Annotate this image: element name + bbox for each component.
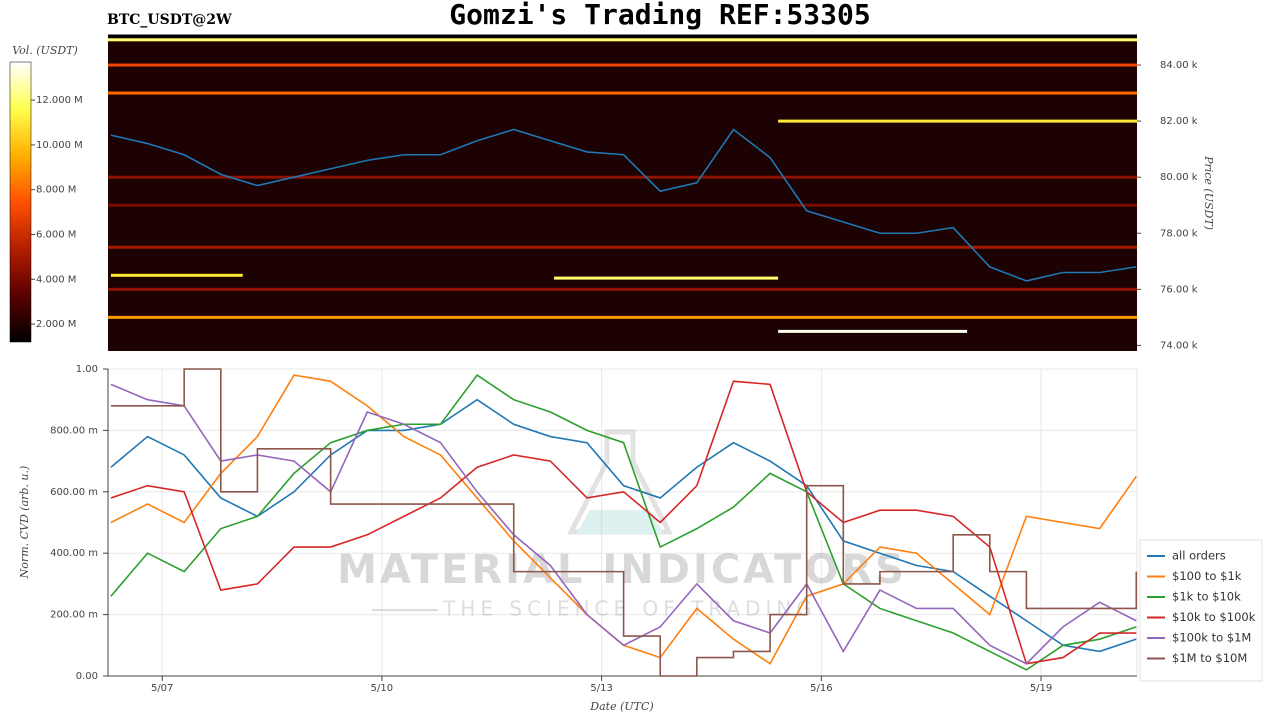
y-tick-label: 600.00 m [50,487,98,498]
order-wall [108,203,1137,207]
cvd-line [110,380,1137,665]
order-wall [778,329,968,333]
watermark-title: MATERIAL INDICATORS [337,547,907,593]
colorbar-tick-label: 4.000 M [36,274,76,285]
panel-title: BTC_USDT@2W [107,12,232,28]
x-tick-label: 5/16 [810,683,832,694]
colorbar-tick-label: 2.000 M [36,319,76,330]
y-tick-label: 76.00 k [1160,284,1198,295]
cvd-line [110,368,1138,677]
x-tick-label: 5/10 [371,683,393,694]
order-wall [108,315,1137,319]
watermark: MATERIAL INDICATORS THE SCIENCE OF TRADI… [337,429,907,621]
y-axis-label: Price (USDT) [1202,155,1215,230]
cvd-line [110,383,1137,665]
legend-label: $100k to $1M [1172,631,1251,645]
colorbar [9,61,32,343]
legend-label: $1M to $10M [1172,651,1247,665]
colorbar-tick-label: 10.000 M [36,140,83,151]
y-tick-label: 78.00 k [1160,228,1198,239]
y-tick-label: 82.00 k [1160,116,1198,127]
colorbar-tick-label: 8.000 M [36,185,76,196]
order-wall [108,91,1137,95]
flask-icon [566,429,674,535]
order-wall [108,175,1137,179]
y-tick-label: 0.00 [76,671,98,682]
y-tick-label: 84.00 k [1160,60,1198,71]
y-tick-label: 800.00 m [50,425,98,436]
x-tick-label: 5/19 [1030,683,1052,694]
y-tick-label: 74.00 k [1160,340,1198,351]
watermark-subtitle: THE SCIENCE OF TRADING [442,597,817,621]
order-wall [108,287,1137,291]
colorbar-tick-label: 12.000 M [36,95,83,106]
order-wall [110,273,243,277]
legend-label: $1k to $10k [1172,590,1241,604]
x-axis-label: Date (UTC) [589,700,653,713]
plot-background [107,368,1138,677]
x-tick-label: 5/07 [151,683,173,694]
price-line [110,128,1137,282]
colorbar-label: Vol. (USDT) [12,44,78,57]
legend-label: $100 to $1k [1172,569,1242,583]
page-title: Gomzi's Trading REF:53305 [449,0,870,31]
legend-label: all orders [1172,549,1226,563]
order-wall [108,63,1137,67]
y-tick-label: 200.00 m [50,610,98,621]
y-axis-label: Norm. CVD (arb. u.) [18,466,31,580]
legend-label: $10k to $100k [1172,610,1256,624]
y-tick-label: 400.00 m [50,548,98,559]
cvd-line [110,398,1137,653]
cvd-line [110,374,1137,671]
flask-liquid [576,510,664,534]
order-wall [108,245,1137,249]
x-tick-label: 5/13 [590,683,612,694]
order-wall [554,276,779,280]
plot-background [108,37,1137,351]
y-tick-label: 80.00 k [1160,172,1198,183]
y-tick-label: 1.00 [76,364,98,375]
order-wall [108,38,1137,42]
order-wall [778,119,1137,123]
colorbar-tick-label: 6.000 M [36,229,76,240]
